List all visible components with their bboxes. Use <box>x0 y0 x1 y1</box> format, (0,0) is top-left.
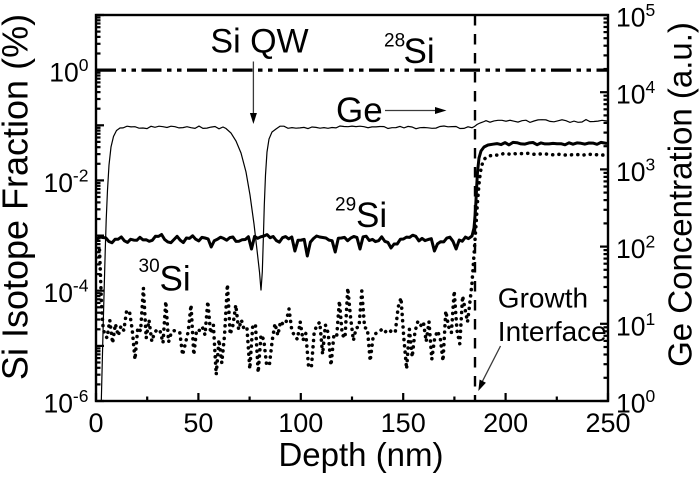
svg-text:Interface: Interface <box>498 316 607 347</box>
svg-text:28: 28 <box>384 31 405 52</box>
svg-text:250: 250 <box>585 408 630 438</box>
svg-text:29: 29 <box>335 195 356 216</box>
svg-text:4: 4 <box>646 77 656 97</box>
svg-text:Si: Si <box>356 196 387 235</box>
svg-text:-4: -4 <box>73 276 89 296</box>
svg-text:-6: -6 <box>73 386 89 406</box>
svg-text:150: 150 <box>381 408 426 438</box>
svg-text:Growth: Growth <box>498 283 588 314</box>
svg-text:0: 0 <box>646 386 656 406</box>
svg-text:Depth (nm): Depth (nm) <box>278 436 443 473</box>
svg-text:Si QW: Si QW <box>210 23 308 61</box>
svg-text:200: 200 <box>483 408 528 438</box>
svg-text:-2: -2 <box>73 165 89 185</box>
svg-text:2: 2 <box>646 232 656 252</box>
svg-text:10: 10 <box>44 389 73 419</box>
svg-text:Si: Si <box>160 260 191 299</box>
svg-text:Si Isotope Fraction (%): Si Isotope Fraction (%) <box>0 14 36 380</box>
svg-text:10: 10 <box>616 389 645 419</box>
svg-text:10: 10 <box>44 278 73 308</box>
svg-text:Ge Concentration (a.u.): Ge Concentration (a.u.) <box>662 22 699 367</box>
svg-text:Ge: Ge <box>336 91 383 130</box>
svg-text:10: 10 <box>44 168 73 198</box>
svg-text:10: 10 <box>616 234 645 264</box>
svg-text:1: 1 <box>646 309 656 329</box>
svg-text:50: 50 <box>183 408 213 438</box>
svg-text:5: 5 <box>646 0 656 20</box>
svg-text:100: 100 <box>278 408 323 438</box>
svg-text:Si: Si <box>404 32 435 71</box>
svg-text:10: 10 <box>616 3 645 33</box>
svg-text:10: 10 <box>616 311 645 341</box>
svg-text:0: 0 <box>88 408 103 438</box>
svg-text:30: 30 <box>139 256 160 277</box>
svg-text:10: 10 <box>49 58 78 88</box>
svg-text:10: 10 <box>616 80 645 110</box>
svg-text:0: 0 <box>79 55 89 75</box>
svg-text:10: 10 <box>616 157 645 187</box>
svg-text:3: 3 <box>646 154 656 174</box>
